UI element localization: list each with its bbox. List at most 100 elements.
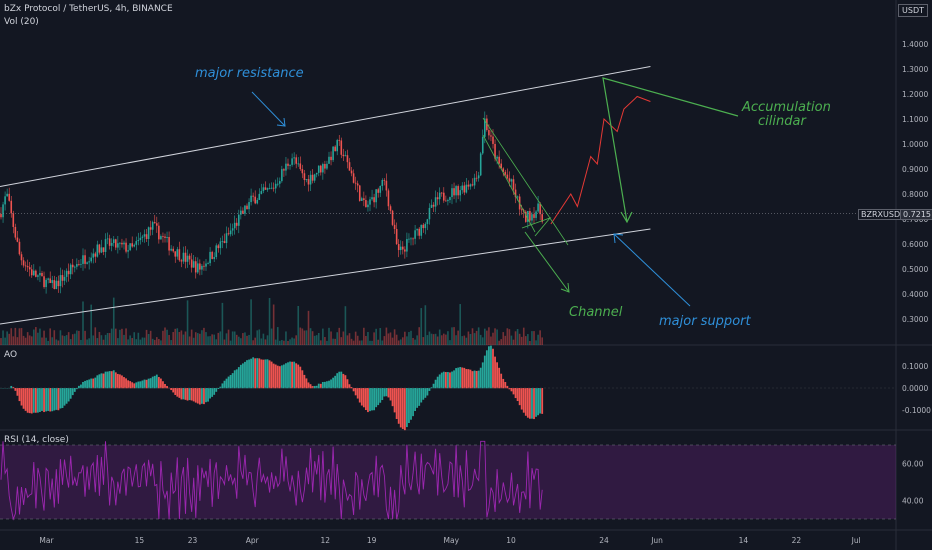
y-tick-9: 0.5000 — [902, 265, 928, 274]
candle-body — [102, 247, 105, 252]
volume-bar — [194, 332, 197, 345]
ao-bar — [512, 388, 515, 395]
volume-bar — [145, 329, 148, 345]
last-price-tag: 0.7215 — [900, 209, 932, 220]
volume-bar — [395, 334, 398, 345]
candle-body — [174, 251, 177, 257]
volume-bar — [235, 334, 238, 345]
ao-bar — [59, 388, 62, 409]
volume-bar — [184, 331, 187, 345]
ao-bar — [289, 361, 291, 389]
volume-bar — [281, 340, 283, 345]
ao-bar — [149, 378, 152, 389]
volume-bar — [221, 302, 224, 345]
ao-bar — [444, 372, 447, 389]
volume-bar — [30, 336, 33, 345]
ao-bar — [385, 388, 388, 397]
volume-bar — [127, 339, 129, 345]
ao-bar — [516, 388, 519, 402]
ao-bar — [34, 388, 37, 413]
channel-arrow — [524, 231, 570, 293]
volume-bar — [406, 336, 408, 345]
ao-bar — [246, 360, 248, 389]
volume-bar — [74, 333, 76, 345]
ao-bar — [121, 375, 123, 389]
candle-body — [449, 197, 451, 201]
ao-bar — [321, 381, 324, 389]
candle-body — [30, 269, 33, 276]
volume-bar — [199, 333, 201, 345]
candle-body — [356, 183, 359, 186]
candle-body — [358, 185, 361, 201]
volume-bar — [426, 335, 429, 345]
ao-bar — [426, 388, 429, 396]
ao-bar — [412, 388, 414, 417]
ao-bar — [176, 388, 179, 397]
ao-bar — [362, 388, 365, 408]
volume-bar — [258, 329, 261, 345]
candle-body — [498, 156, 500, 164]
volume-bar — [490, 336, 492, 345]
volume-bar — [336, 332, 338, 345]
candle-body — [307, 179, 310, 185]
candle-body — [303, 173, 306, 181]
ao-bar — [276, 365, 279, 389]
candle-body — [219, 241, 222, 249]
ao-bar — [24, 388, 27, 411]
volume-bar — [233, 331, 236, 345]
ao-bar — [170, 388, 173, 391]
volume-bar — [219, 331, 222, 345]
ao-bar — [127, 380, 129, 389]
ao-tick-0: 0.1000 — [902, 362, 928, 371]
ao-bar — [393, 388, 396, 413]
candle-body — [422, 224, 425, 229]
volume-bar — [188, 336, 191, 345]
candle-body — [145, 234, 148, 239]
ao-bar — [428, 388, 431, 391]
candle-body — [92, 253, 95, 258]
volume-bar — [365, 335, 367, 345]
x-tick-7: 10 — [506, 536, 516, 545]
candle-body — [418, 228, 420, 236]
candle-body — [209, 251, 211, 264]
candle-body — [123, 242, 125, 245]
candle-body — [475, 177, 478, 179]
candle-body — [65, 270, 68, 277]
ao-bar — [475, 370, 478, 389]
volume-bar — [53, 330, 56, 345]
ao-bar — [295, 363, 298, 389]
ao-bar — [201, 388, 203, 404]
candle-body — [332, 146, 334, 161]
ao-bar — [356, 388, 359, 399]
volume-bar — [104, 334, 107, 345]
candle-body — [233, 222, 236, 229]
x-tick-5: 19 — [367, 536, 377, 545]
volume-bar — [117, 338, 119, 345]
volume-bar — [231, 331, 234, 345]
ao-bar — [422, 388, 425, 400]
ao-tick-2: -0.1000 — [902, 406, 931, 415]
candle-body — [121, 242, 123, 245]
volume-bar — [248, 334, 250, 345]
candle-body — [108, 238, 111, 246]
candle-body — [180, 260, 183, 262]
currency-badge[interactable]: USDT — [898, 4, 928, 17]
volume-bar — [276, 327, 279, 345]
volume-bar — [418, 327, 420, 345]
candle-body — [98, 244, 101, 253]
volume-bar — [529, 340, 531, 345]
volume-bar — [139, 339, 142, 345]
ao-bar — [283, 364, 285, 389]
volume-bar — [268, 297, 271, 345]
ao-bar — [395, 388, 398, 420]
ao-bar — [88, 379, 91, 389]
candle-body — [504, 171, 507, 175]
volume-bar — [182, 334, 185, 345]
volume-bar — [375, 328, 377, 345]
candle-body — [481, 136, 484, 154]
candle-body — [170, 248, 172, 251]
ao-bar — [125, 378, 127, 389]
volume-bar — [229, 340, 232, 345]
volume-bar — [84, 330, 86, 345]
